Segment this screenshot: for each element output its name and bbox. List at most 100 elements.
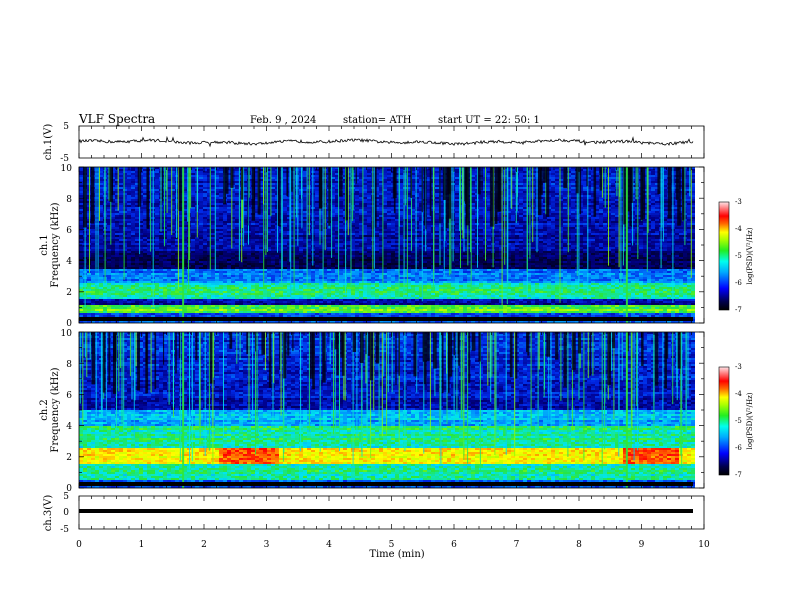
- spectrogram-cell: [155, 259, 159, 261]
- spectrogram-cell: [319, 293, 323, 295]
- spectrogram-cell: [243, 185, 247, 187]
- spectrogram-cell: [299, 197, 303, 199]
- spectrogram-cell: [251, 225, 255, 227]
- spectrogram-cell: [191, 187, 195, 189]
- spectrogram-cell: [303, 209, 307, 211]
- spectrogram-cell: [115, 275, 119, 277]
- spectrogram-cell: [99, 311, 103, 313]
- spectrogram-cell: [303, 273, 307, 275]
- spectrogram-cell: [167, 233, 171, 235]
- spectrogram-cell: [323, 253, 327, 255]
- spectrogram-cell: [319, 251, 323, 253]
- spectrogram-cell: [147, 321, 151, 323]
- spectrogram-cell: [195, 307, 199, 309]
- spectrogram-cell: [155, 315, 159, 317]
- spectrogram-cell: [255, 285, 259, 287]
- spectrogram-cell: [211, 193, 215, 195]
- spectrogram-cell: [235, 217, 239, 219]
- spectrogram-cell: [115, 177, 119, 179]
- spectrogram-cell: [215, 259, 219, 261]
- spectrogram-cell: [283, 305, 287, 307]
- spectrogram-cell: [191, 199, 195, 201]
- spectrogram-cell: [119, 303, 123, 305]
- spectrogram-cell: [143, 257, 147, 259]
- spectrogram-cell: [147, 245, 151, 247]
- spectrogram-cell: [135, 315, 139, 317]
- spectrogram-cell: [99, 265, 103, 267]
- spectrogram-cell: [251, 315, 255, 317]
- spectrogram-cell: [231, 239, 235, 241]
- spectrogram-cell: [295, 263, 299, 265]
- spectrogram-cell: [123, 195, 127, 197]
- spectrogram-cell: [239, 217, 243, 219]
- spectrogram-cell: [175, 283, 179, 285]
- spectrogram-cell: [239, 181, 243, 183]
- spectrogram-cell: [267, 241, 271, 243]
- spectrogram-cell: [319, 211, 323, 213]
- spectrogram-cell: [291, 297, 295, 299]
- spectrogram-cell: [115, 297, 119, 299]
- spectrogram-cell: [271, 225, 275, 227]
- spectrogram-cell: [243, 189, 247, 191]
- spectrogram-cell: [191, 265, 195, 267]
- spectrogram-cell: [303, 277, 307, 279]
- spectrogram-cell: [235, 257, 239, 259]
- spectrogram-cell: [295, 255, 299, 257]
- spectrogram-cell: [171, 177, 175, 179]
- spectrogram-cell: [319, 297, 323, 299]
- spectrogram-cell: [87, 281, 91, 283]
- spectrogram-cell: [119, 175, 123, 177]
- spectrogram-cell: [287, 227, 291, 229]
- spectrogram-cell: [295, 225, 299, 227]
- spectrogram-cell: [115, 313, 119, 315]
- spectrogram-cell: [107, 201, 111, 203]
- spectrogram-cell: [131, 207, 135, 209]
- spectrogram-cell: [291, 219, 295, 221]
- spectrogram-cell: [99, 301, 103, 303]
- spectrogram-cell: [119, 255, 123, 257]
- spectrogram-cell: [315, 203, 319, 205]
- spectrogram-cell: [171, 255, 175, 257]
- spectrogram-cell: [259, 225, 263, 227]
- spectrogram-cell: [295, 195, 299, 197]
- spectrogram-cell: [79, 199, 83, 201]
- spectrogram-cell: [139, 239, 143, 241]
- spectrogram-cell: [255, 253, 259, 255]
- spectrogram-cell: [111, 217, 115, 219]
- spectrogram-cell: [263, 301, 267, 303]
- spectrogram-cell: [155, 241, 159, 243]
- spectrogram-cell: [291, 233, 295, 235]
- spectrogram-cell: [155, 197, 159, 199]
- spectrogram-cell: [135, 303, 139, 305]
- spectrogram-cell: [91, 311, 95, 313]
- spectrogram-cell: [263, 267, 267, 269]
- spectrogram-cell: [143, 243, 147, 245]
- spectrogram-cell: [263, 305, 267, 307]
- spectrogram-cell: [263, 311, 267, 313]
- spectrogram-cell: [155, 247, 159, 249]
- spectrogram-cell: [111, 205, 115, 207]
- spectrogram-cell: [123, 301, 127, 303]
- spectrogram-cell: [199, 289, 203, 291]
- spectrogram-cell: [119, 265, 123, 267]
- spectrogram-cell: [271, 287, 275, 289]
- spectrogram-cell: [279, 189, 283, 191]
- spectrogram-cell: [123, 279, 127, 281]
- spectrogram-cell: [143, 215, 147, 217]
- spectrogram-cell: [131, 177, 135, 179]
- spectrogram-cell: [291, 309, 295, 311]
- spectrogram-cell: [139, 259, 143, 261]
- spectrogram-cell: [251, 243, 255, 245]
- spectrogram-cell: [131, 225, 135, 227]
- spectrogram-cell: [203, 283, 207, 285]
- spectrogram-cell: [259, 251, 263, 253]
- spectrogram-cell: [215, 209, 219, 211]
- spectrogram-cell: [251, 273, 255, 275]
- spectrogram-cell: [167, 221, 171, 223]
- spectrogram-cell: [235, 235, 239, 237]
- spectrogram-cell: [123, 267, 127, 269]
- spectrogram-cell: [183, 251, 187, 253]
- spectrogram-cell: [119, 169, 123, 171]
- spectrogram-cell: [283, 245, 287, 247]
- spectrogram-cell: [287, 259, 291, 261]
